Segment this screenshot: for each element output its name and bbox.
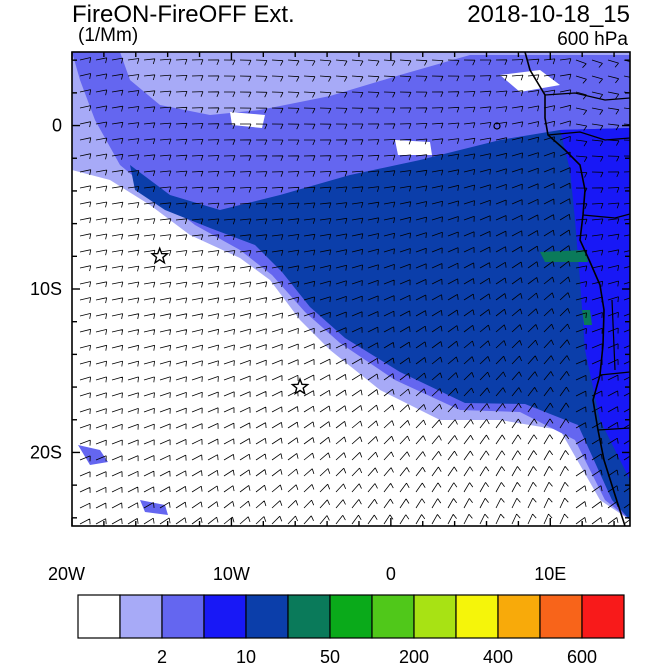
africa-coastline — [524, 52, 626, 526]
x-tick-label: 0 — [386, 564, 396, 584]
colorbar-box — [413, 594, 457, 639]
map-title: FireON-FireOFF Ext. — [72, 1, 295, 28]
plume-dense-band — [130, 128, 630, 520]
wind-barbs — [79, 57, 630, 525]
colorbar-box — [329, 594, 373, 639]
colorbar-box — [203, 594, 247, 639]
colorbar-label: 10 — [236, 647, 256, 667]
country-border — [544, 92, 630, 101]
country-border — [582, 213, 630, 219]
plume-core-band — [560, 128, 630, 480]
colorbar-label: 400 — [483, 647, 513, 667]
cloud-gap — [395, 140, 432, 155]
colorbar-label: 2 — [157, 647, 167, 667]
axis-tick-labels: 20W 10W 0 10E 0 10S 20S — [30, 116, 566, 584]
colorbar-box — [497, 594, 541, 639]
country-border — [547, 131, 630, 141]
colorbar-box — [119, 594, 163, 639]
units-label: (1/Mm) — [78, 25, 139, 46]
colorbar-box — [539, 594, 583, 639]
star-marker — [150, 246, 170, 265]
colorbar-box — [287, 594, 331, 639]
y-tick-label: 20S — [30, 442, 62, 462]
colorbar-box — [161, 594, 205, 639]
extinction-field — [72, 52, 630, 526]
colorbar — [77, 594, 625, 639]
colorbar-box — [371, 594, 415, 639]
green-patch — [582, 310, 592, 325]
x-tick-label: 20W — [48, 564, 85, 584]
colorbar-box — [245, 594, 289, 639]
colorbar-box — [581, 594, 625, 639]
colorbar-box — [77, 594, 121, 639]
country-border — [599, 371, 630, 376]
colorbar-label: 50 — [320, 647, 340, 667]
country-border — [597, 427, 630, 431]
x-tick-label: 10E — [534, 564, 566, 584]
colorbar-label: 600 — [567, 647, 597, 667]
y-tick-label: 0 — [52, 116, 62, 136]
colorbar-label: 200 — [399, 647, 429, 667]
colorbar-labels: 2 10 50 200 400 600 — [157, 647, 597, 667]
island — [493, 122, 501, 130]
pressure-level-label: 600 hPa — [557, 29, 628, 50]
y-tick-label: 10S — [30, 279, 62, 299]
datetime-label: 2018-10-18_15 — [467, 1, 630, 28]
site-markers — [150, 246, 310, 396]
axis-ticks — [71, 52, 630, 526]
colorbar-box — [455, 594, 499, 639]
country-border — [611, 299, 616, 371]
wind-barb-lines — [79, 57, 630, 525]
star-marker — [290, 377, 310, 396]
cloud-patch — [78, 445, 108, 465]
green-patch — [540, 250, 588, 262]
x-tick-label: 10W — [213, 564, 250, 584]
